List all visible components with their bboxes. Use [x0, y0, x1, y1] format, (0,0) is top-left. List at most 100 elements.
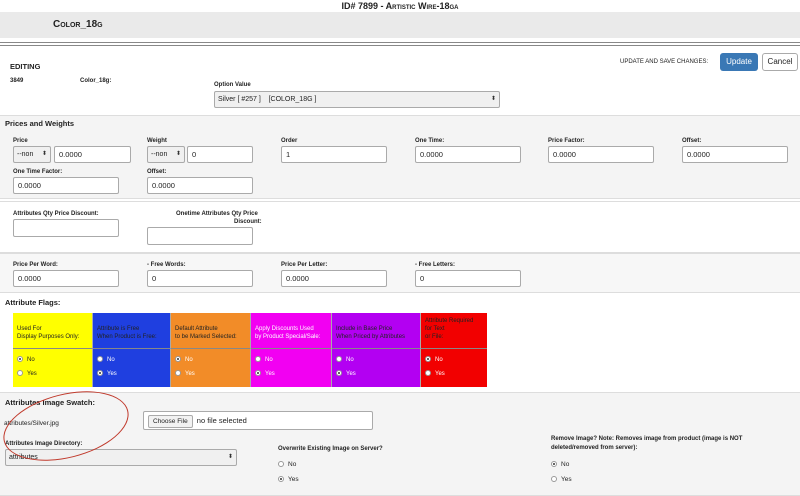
product-option-title: Color_18g: [53, 19, 103, 30]
radio-selected-icon: [17, 356, 23, 363]
flag-required-no[interactable]: No: [425, 355, 483, 369]
attribute-id: 3849: [10, 78, 24, 84]
radio-icon: [17, 370, 23, 377]
one-time-input[interactable]: 0.0000: [415, 146, 521, 163]
choose-file-button[interactable]: Choose File: [148, 415, 193, 428]
flag-free-no[interactable]: No: [97, 355, 166, 369]
file-upload-field: Choose File no file selected: [143, 411, 373, 430]
image-directory-label: Attributes Image Directory:: [5, 441, 83, 447]
radio-label-no: No: [107, 357, 115, 363]
radio-selected-icon: [336, 370, 342, 377]
overwrite-no-label: No: [288, 461, 297, 468]
price-per-letter-label: Price Per Letter:: [281, 262, 328, 268]
price-label: Price: [13, 138, 28, 144]
radio-label-no: No: [346, 357, 354, 363]
order-input[interactable]: 1: [281, 146, 387, 163]
flag-default-yes[interactable]: Yes: [175, 369, 246, 383]
flag-base-price-no[interactable]: No: [336, 355, 416, 369]
radio-icon: [336, 356, 342, 363]
update-save-label: UPDATE AND SAVE CHANGES:: [620, 59, 709, 65]
editing-heading: EDITING: [10, 62, 41, 71]
flag-free-when-product-free: Attribute is Free When Product is Free: N…: [93, 313, 171, 387]
weight-prefix-select[interactable]: --non ⬍: [147, 146, 185, 163]
prices-heading: Prices and Weights: [5, 119, 75, 128]
radio-label-yes: Yes: [107, 371, 117, 377]
overwrite-no[interactable]: No: [278, 460, 296, 474]
update-button[interactable]: Update: [720, 53, 758, 71]
price-factor-label: Price Factor:: [548, 138, 585, 144]
no-file-text: no file selected: [196, 416, 247, 425]
radio-icon: [175, 370, 181, 377]
price-prefix-select[interactable]: --non ⬍: [13, 146, 51, 163]
radio-label-no: No: [265, 357, 273, 363]
radio-label-no: No: [27, 357, 35, 363]
radio-selected-icon: [97, 370, 103, 377]
one-time-factor-input[interactable]: 0.0000: [13, 177, 119, 194]
remove-image-label: Remove Image? Note: Removes image from p…: [551, 436, 743, 442]
option-name: Color_18g:: [80, 78, 112, 84]
weight-input[interactable]: 0: [187, 146, 253, 163]
image-directory-value: attributes: [9, 454, 38, 461]
weight-label: Weight: [147, 138, 167, 144]
radio-selected-icon: [175, 356, 181, 363]
price-factor-input[interactable]: 0.0000: [548, 146, 654, 163]
offset2-label: Offset:: [147, 169, 167, 175]
radio-label-yes: Yes: [27, 371, 37, 377]
flag-discounts-yes[interactable]: Yes: [255, 369, 327, 383]
price-per-letter-input[interactable]: 0.0000: [281, 270, 387, 287]
flag-display-only-yes[interactable]: Yes: [17, 369, 88, 383]
free-words-label: - Free Words:: [147, 262, 186, 268]
remove-no-label: No: [561, 461, 570, 468]
remove-image-no[interactable]: No: [551, 460, 569, 474]
flag-required-yes[interactable]: Yes: [425, 369, 483, 383]
qty-discount-input[interactable]: [13, 219, 119, 237]
price-input[interactable]: 0.0000: [54, 146, 131, 163]
option-value-label: Option Value: [214, 82, 251, 88]
radio-selected-icon: [551, 461, 557, 468]
flag-label-line1: Attribute Required: [425, 318, 474, 324]
qty-discount-label: Attributes Qty Price Discount:: [13, 211, 99, 217]
swatch-section: [0, 392, 800, 496]
product-option-band: [0, 12, 800, 38]
radio-label-no: No: [185, 357, 193, 363]
onetime-qty-discount-label: Onetime Attributes Qty Price: [176, 211, 258, 217]
select-arrows-icon: ⬍: [41, 151, 47, 157]
free-words-input[interactable]: 0: [147, 270, 253, 287]
flag-default-no[interactable]: No: [175, 355, 246, 369]
flag-label-line2: to be Marked Selected:: [175, 334, 237, 340]
overwrite-yes[interactable]: Yes: [278, 475, 299, 489]
cancel-button[interactable]: Cancel: [762, 53, 798, 71]
free-letters-input[interactable]: 0: [415, 270, 521, 287]
select-arrows-icon: ⬍: [175, 151, 181, 157]
flag-label-line1: Include in Base Price: [336, 326, 393, 332]
weight-prefix-value: --non: [151, 151, 168, 158]
flag-free-yes[interactable]: Yes: [97, 369, 166, 383]
radio-icon: [425, 370, 431, 377]
order-label: Order: [281, 138, 298, 144]
flag-label-line1: Apply Discounts Used: [255, 326, 314, 332]
onetime-qty-discount-input[interactable]: [147, 227, 253, 245]
radio-icon: [551, 476, 557, 483]
price-per-word-input[interactable]: 0.0000: [13, 270, 119, 287]
flag-label-line1: Used For: [17, 326, 42, 332]
radio-label-yes: Yes: [346, 371, 356, 377]
option-value-selected: Silver [ #257 ] [COLOR_18G ]: [218, 96, 317, 103]
remove-yes-label: Yes: [561, 476, 572, 483]
flag-required-text-file: Attribute Required for Text or File: No Ye…: [421, 313, 487, 387]
flag-display-only-no[interactable]: No: [17, 355, 88, 369]
option-value-select[interactable]: Silver [ #257 ] [COLOR_18G ] ⬍: [214, 91, 500, 108]
overwrite-label: Overwrite Existing Image on Server?: [278, 446, 383, 452]
select-arrows-icon: ⬍: [227, 454, 233, 460]
one-time-factor-label: One Time Factor:: [13, 169, 63, 175]
radio-selected-icon: [255, 370, 261, 377]
offset-label: Offset:: [682, 138, 702, 144]
offset-input[interactable]: 0.0000: [682, 146, 788, 163]
remove-image-label-2: deleted/removed from server):: [551, 445, 638, 451]
flag-display-only: Used For Display Purposes Only: No Yes: [13, 313, 93, 387]
image-directory-select[interactable]: attributes ⬍: [5, 449, 237, 466]
flag-base-price-yes[interactable]: Yes: [336, 369, 416, 383]
flag-discounts-no[interactable]: No: [255, 355, 327, 369]
remove-image-yes[interactable]: Yes: [551, 475, 572, 489]
flag-default-selected: Default Attribute to be Marked Selected: …: [171, 313, 251, 387]
offset2-input[interactable]: 0.0000: [147, 177, 253, 194]
